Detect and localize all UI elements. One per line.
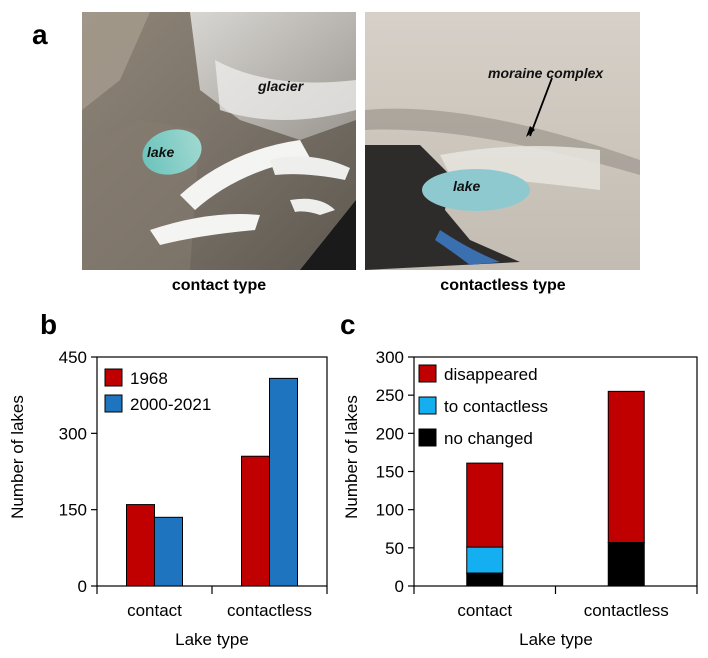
chart-c-ytick-label: 200 xyxy=(376,424,404,443)
label-glacier: glacier xyxy=(257,78,305,94)
panel-letter-c: c xyxy=(340,309,356,340)
chart-b-bar xyxy=(241,455,270,587)
chart-b: Number of lakes Lake type 0 150 300 450 cont… xyxy=(8,348,328,649)
chart-b-ytick-label: 0 xyxy=(78,577,87,596)
chart-b-xtick-label: contact xyxy=(127,601,182,620)
chart-c-ytick-label: 100 xyxy=(376,501,404,520)
chart-c-legend-label: no changed xyxy=(444,429,533,448)
panel-letter-b: b xyxy=(40,309,57,340)
chart-c-legend-swatch xyxy=(418,428,437,447)
chart-b-ytick-label: 450 xyxy=(59,348,87,367)
caption-contact-type: contact type xyxy=(172,277,266,294)
photo-contact-type: glacier lake xyxy=(82,12,356,270)
chart-b-ytick-label: 300 xyxy=(59,424,87,443)
chart-b-legend-swatch xyxy=(104,394,123,413)
chart-c-bar-segment xyxy=(466,546,504,574)
chart-c-bar-segment xyxy=(607,541,645,587)
chart-b-legend-label: 1968 xyxy=(130,369,168,388)
label-moraine-complex: moraine complex xyxy=(488,65,604,81)
chart-b-ylabel: Number of lakes xyxy=(8,395,27,519)
chart-c-ytick-label: 150 xyxy=(376,463,404,482)
chart-c: Number of lakes Lake type 0 50 100 150 200 25… xyxy=(342,348,698,649)
chart-c-ytick-label: 50 xyxy=(385,539,404,558)
chart-b-ytick-label: 150 xyxy=(59,501,87,520)
chart-c-legend-swatch xyxy=(418,396,437,415)
chart-c-legend-swatch xyxy=(418,364,437,383)
chart-b-xlabel: Lake type xyxy=(175,630,249,649)
chart-c-bar-segment xyxy=(607,390,645,543)
chart-c-ylabel: Number of lakes xyxy=(342,395,361,519)
chart-c-ytick-label: 250 xyxy=(376,386,404,405)
chart-c-bar-segment xyxy=(466,572,504,587)
chart-b-bar xyxy=(269,377,298,587)
chart-c-bar-segment xyxy=(466,462,504,548)
caption-contactless-type: contactless type xyxy=(440,277,565,294)
chart-c-legend-label: to contactless xyxy=(444,397,548,416)
chart-c-xtick-label: contact xyxy=(457,601,512,620)
chart-b-legend-swatch xyxy=(104,368,123,387)
photo-contactless-type: moraine complex lake xyxy=(365,12,640,270)
label-lake-right: lake xyxy=(453,178,480,194)
chart-c-ytick-label: 300 xyxy=(376,348,404,367)
chart-c-ytick-label: 0 xyxy=(395,577,404,596)
chart-c-plot-frame xyxy=(413,356,698,587)
chart-b-bar xyxy=(154,516,183,587)
chart-c-legend-label: disappeared xyxy=(444,365,538,384)
chart-c-xlabel: Lake type xyxy=(519,630,593,649)
label-lake-left: lake xyxy=(147,144,174,160)
chart-c-xtick-label: contactless xyxy=(584,601,669,620)
chart-b-legend-label: 2000-2021 xyxy=(130,395,211,414)
chart-b-bar xyxy=(126,504,155,587)
chart-b-xtick-label: contactless xyxy=(227,601,312,620)
panel-letter-a: a xyxy=(32,19,48,50)
